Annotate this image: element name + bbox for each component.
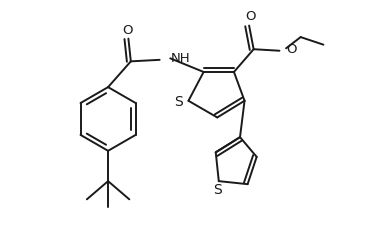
Text: O: O [286,43,296,56]
Text: O: O [245,10,256,23]
Text: O: O [122,24,133,37]
Text: NH: NH [170,52,190,65]
Text: S: S [174,95,183,109]
Text: S: S [213,183,222,197]
